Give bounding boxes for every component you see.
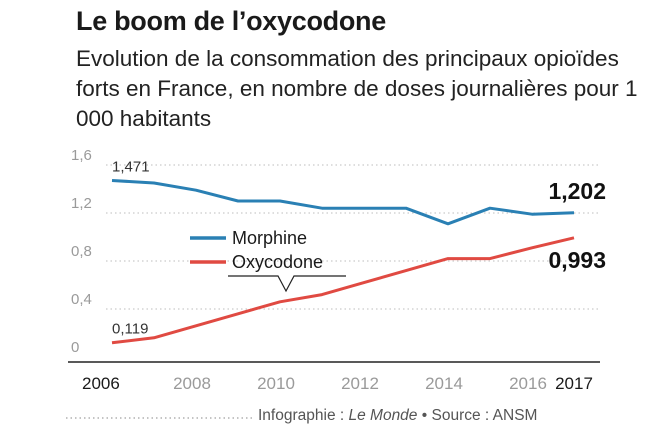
x-tick-label: 2010 [257, 374, 295, 393]
x-tick-label: 2017 [555, 374, 593, 393]
y-tick-label: 1,2 [71, 195, 92, 212]
x-tick-label: 2012 [341, 374, 379, 393]
y-tick-label: 0,8 [71, 243, 92, 260]
source-prefix: Infographie : [258, 407, 349, 424]
chart-subtitle: Evolution de la consommation des princip… [76, 46, 638, 131]
source-agency: Source : ANSM [431, 407, 538, 424]
data-label-start: 1,471 [112, 158, 150, 175]
legend-callout-pointer [228, 275, 346, 293]
source-credit: Infographie : Le Monde • Source : ANSM [258, 407, 537, 425]
source-bullet: • [417, 407, 432, 424]
source-publication: Le Monde [348, 407, 418, 424]
x-tick-label: 2014 [425, 374, 463, 393]
data-label-start: 0,119 [112, 321, 148, 338]
data-label-end: 0,993 [548, 247, 606, 273]
x-tick-label: 2016 [509, 374, 547, 393]
series-line-morphine [111, 178, 575, 226]
y-tick-label: 0 [71, 339, 79, 356]
y-tick-label: 0,4 [71, 291, 92, 308]
legend-label: Oxycodone [232, 252, 323, 272]
chart-title: Le boom de l’oxycodone [76, 6, 386, 36]
x-tick-label: 2008 [173, 374, 211, 393]
data-label-end: 1,202 [548, 178, 606, 204]
legend-label: Morphine [232, 228, 307, 248]
series-line-oxycodone [111, 236, 575, 345]
x-tick-label: 2006 [82, 374, 120, 393]
y-tick-label: 1,6 [71, 147, 92, 164]
